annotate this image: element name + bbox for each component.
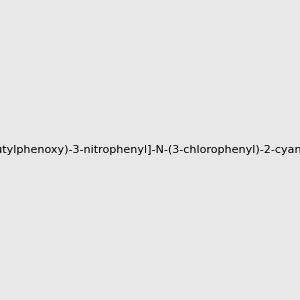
Text: (E)-3-[4-(4-tert-butylphenoxy)-3-nitrophenyl]-N-(3-chlorophenyl)-2-cyanoprop-2-e: (E)-3-[4-(4-tert-butylphenoxy)-3-nitroph…	[0, 145, 300, 155]
